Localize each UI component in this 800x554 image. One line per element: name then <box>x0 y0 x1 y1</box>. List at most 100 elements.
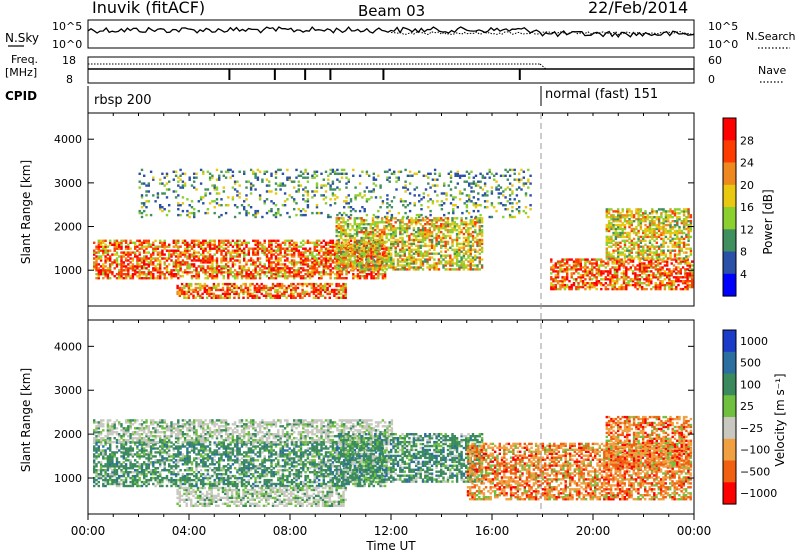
heatmap-cell <box>358 223 361 226</box>
heatmap-cell <box>337 234 341 238</box>
heatmap-cell <box>344 256 347 259</box>
heatmap-cell <box>149 170 153 173</box>
heatmap-cell <box>637 216 640 219</box>
heatmap-cell <box>403 260 406 263</box>
heatmap-cell <box>635 225 638 229</box>
heatmap-cell <box>394 221 397 224</box>
heatmap-cell <box>351 266 354 269</box>
heatmap-cell <box>399 219 402 222</box>
heatmap-cell <box>218 271 221 274</box>
heatmap-cell <box>637 218 640 221</box>
heatmap-cell <box>335 284 338 288</box>
heatmap-cell <box>405 234 409 238</box>
heatmap-cell <box>195 172 198 175</box>
heatmap-cell <box>460 223 463 226</box>
heatmap-cell <box>172 249 175 252</box>
heatmap-cell <box>381 275 385 278</box>
heatmap-cell <box>387 246 391 249</box>
heatmap-cell <box>233 182 237 185</box>
heatmap-cell <box>691 278 694 281</box>
heatmap-cell <box>647 274 651 277</box>
heatmap-cell <box>566 260 569 263</box>
heatmap-cell <box>308 275 312 278</box>
nsky-panel-frame <box>87 19 695 49</box>
heatmap-cell <box>662 221 665 225</box>
heatmap-cell <box>252 172 255 175</box>
heatmap-cell <box>177 249 180 252</box>
heatmap-cell <box>246 288 250 292</box>
heatmap-cell <box>277 273 280 276</box>
heatmap-cell <box>202 259 205 262</box>
heatmap-cell <box>460 221 463 224</box>
heatmap-cell <box>288 215 291 219</box>
heatmap-cell <box>319 282 322 286</box>
heatmap-cell <box>433 172 437 175</box>
heatmap-cell <box>181 251 185 254</box>
heatmap-cell <box>365 273 369 276</box>
heatmap-cell <box>115 243 119 246</box>
heatmap-cell <box>609 278 612 281</box>
heatmap-cell <box>390 215 394 219</box>
heatmap-cell <box>385 234 388 238</box>
heatmap-cell <box>570 285 573 289</box>
heatmap-cell <box>579 278 582 281</box>
heatmap-cell <box>254 211 257 215</box>
heatmap-cell <box>413 194 416 197</box>
heatmap-cell <box>340 246 343 249</box>
heatmap-cell <box>190 239 194 242</box>
heatmap-cell <box>243 265 246 268</box>
heatmap-cell <box>363 277 366 280</box>
heatmap-cell <box>623 231 627 235</box>
heatmap-cell <box>287 284 291 288</box>
heatmap-cell <box>680 235 683 239</box>
heatmap-cell <box>602 260 605 263</box>
heatmap-cell <box>455 236 459 240</box>
heatmap-cell <box>333 188 337 191</box>
heatmap-cell <box>662 227 665 231</box>
heatmap-cell <box>277 259 280 262</box>
heatmap-cell <box>399 170 403 173</box>
heatmap-cell <box>274 296 277 299</box>
heatmap-cell <box>480 217 484 220</box>
heatmap-cell <box>272 213 275 217</box>
heatmap-cell <box>417 266 420 269</box>
heatmap-cell <box>419 240 422 244</box>
heatmap-cell <box>243 267 246 270</box>
heatmap-cell <box>215 265 219 268</box>
heatmap-cell <box>331 259 335 262</box>
heatmap-cell <box>653 216 656 219</box>
heatmap-cell <box>281 273 285 276</box>
heatmap-cell <box>256 241 260 244</box>
heatmap-cell <box>552 280 555 283</box>
heatmap-cell <box>413 188 416 191</box>
heatmap-cell <box>604 262 607 265</box>
heatmap-cell <box>272 253 275 256</box>
heatmap-cell <box>597 268 601 271</box>
heatmap-cell <box>208 286 211 290</box>
heatmap-cell <box>591 258 594 261</box>
heatmap-cell <box>369 238 372 242</box>
heatmap-cell <box>131 257 135 260</box>
heatmap-cell <box>607 221 611 225</box>
heatmap-cell <box>626 239 629 242</box>
heatmap-cell <box>329 186 332 189</box>
heatmap-cell <box>609 270 612 273</box>
heatmap-cell <box>629 278 632 281</box>
heatmap-cell <box>681 260 685 263</box>
heatmap-cell <box>444 234 447 238</box>
heatmap-cell <box>138 265 141 268</box>
heatmap-cell <box>272 249 275 252</box>
heatmap-cell <box>566 276 569 279</box>
heatmap-cell <box>419 252 422 255</box>
heatmap-cell <box>581 276 585 279</box>
heatmap-cell <box>226 296 229 299</box>
heatmap-cell <box>460 250 463 253</box>
heatmap-cell <box>329 257 332 260</box>
heatmap-cell <box>224 290 227 294</box>
heatmap-cell <box>180 288 184 292</box>
heatmap-cell <box>340 286 343 290</box>
heatmap-cell <box>689 227 693 231</box>
heatmap-cell <box>647 282 651 285</box>
heatmap-cell <box>390 262 393 265</box>
heatmap-cell <box>343 168 346 172</box>
